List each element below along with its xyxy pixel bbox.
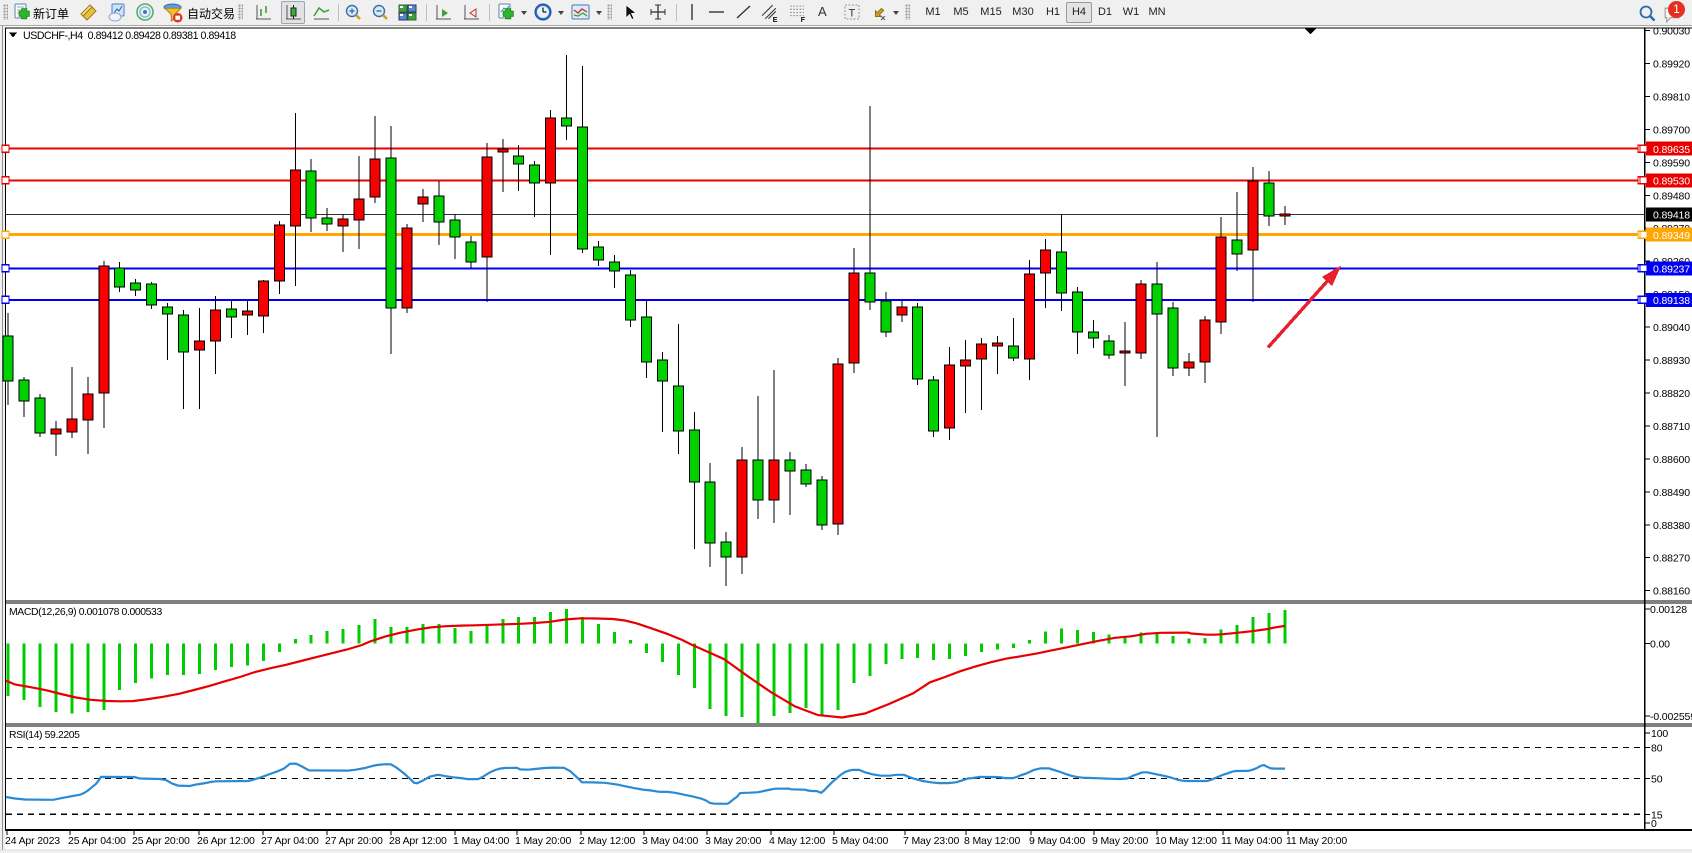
svg-text:RSI(14) 59.2205: RSI(14) 59.2205 <box>9 730 80 741</box>
svg-text:0.88270: 0.88270 <box>1653 553 1690 565</box>
svg-text:-0.002559: -0.002559 <box>1650 711 1692 723</box>
svg-text:9 May 04:00: 9 May 04:00 <box>1029 835 1085 847</box>
svg-text:15: 15 <box>1651 809 1663 821</box>
svg-text:USDCHF-,H4 0.89412 0.89428 0.: USDCHF-,H4 0.89412 0.89428 0.89381 0.894… <box>23 30 236 42</box>
svg-text:0.89418: 0.89418 <box>1653 210 1690 222</box>
svg-text:25 Apr 20:00: 25 Apr 20:00 <box>132 835 190 847</box>
svg-text:0.89920: 0.89920 <box>1653 59 1690 71</box>
svg-text:1 May 04:00: 1 May 04:00 <box>453 835 509 847</box>
svg-text:7 May 23:00: 7 May 23:00 <box>903 835 959 847</box>
svg-text:80: 80 <box>1651 742 1663 754</box>
svg-text:11 May 20:00: 11 May 20:00 <box>1286 835 1347 847</box>
svg-text:0.89700: 0.89700 <box>1653 124 1690 136</box>
svg-text:1 May 20:00: 1 May 20:00 <box>515 835 571 847</box>
svg-text:0.89530: 0.89530 <box>1653 176 1690 188</box>
svg-text:28 Apr 12:00: 28 Apr 12:00 <box>389 835 447 847</box>
svg-text:0.88380: 0.88380 <box>1653 520 1690 532</box>
svg-text:25 Apr 04:00: 25 Apr 04:00 <box>68 835 126 847</box>
svg-text:50: 50 <box>1651 773 1663 785</box>
svg-text:3 May 20:00: 3 May 20:00 <box>705 835 761 847</box>
svg-text:2 May 12:00: 2 May 12:00 <box>579 835 635 847</box>
svg-text:0.89635: 0.89635 <box>1653 144 1690 156</box>
svg-text:100: 100 <box>1651 728 1668 740</box>
svg-text:T: T <box>849 8 856 20</box>
svg-text:0.88490: 0.88490 <box>1653 487 1690 499</box>
svg-text:0.89810: 0.89810 <box>1653 91 1690 103</box>
svg-text:0.89590: 0.89590 <box>1653 157 1690 169</box>
svg-text:0.89237: 0.89237 <box>1653 264 1690 276</box>
svg-text:0.88160: 0.88160 <box>1653 586 1690 598</box>
svg-text:0.00: 0.00 <box>1650 639 1670 651</box>
svg-text:5 May 04:00: 5 May 04:00 <box>832 835 888 847</box>
svg-text:0.89040: 0.89040 <box>1653 322 1690 334</box>
svg-text:0.89480: 0.89480 <box>1653 190 1690 202</box>
svg-text:0.89138: 0.89138 <box>1653 295 1690 307</box>
svg-text:0.88930: 0.88930 <box>1653 355 1690 367</box>
svg-text:8 May 12:00: 8 May 12:00 <box>964 835 1020 847</box>
svg-text:11 May 04:00: 11 May 04:00 <box>1221 835 1282 847</box>
svg-text:E: E <box>773 15 778 23</box>
svg-text:0.88600: 0.88600 <box>1653 454 1690 466</box>
svg-text:0.88710: 0.88710 <box>1653 421 1690 433</box>
svg-text:0.00128: 0.00128 <box>1650 604 1687 616</box>
svg-text:0: 0 <box>1651 818 1657 830</box>
svg-text:4 May 12:00: 4 May 12:00 <box>769 835 825 847</box>
svg-text:0.88820: 0.88820 <box>1653 388 1690 400</box>
svg-text:3 May 04:00: 3 May 04:00 <box>642 835 698 847</box>
svg-text:24 Apr 2023: 24 Apr 2023 <box>5 835 60 847</box>
svg-text:27 Apr 20:00: 27 Apr 20:00 <box>325 835 383 847</box>
svg-text:MACD(12,26,9) 0.001078 0.00053: MACD(12,26,9) 0.001078 0.000533 <box>9 607 162 618</box>
svg-text:F: F <box>801 15 806 23</box>
svg-text:9 May 20:00: 9 May 20:00 <box>1092 835 1148 847</box>
svg-text:0.90030: 0.90030 <box>1653 26 1690 38</box>
svg-text:10 May 12:00: 10 May 12:00 <box>1155 835 1217 847</box>
svg-text:27 Apr 04:00: 27 Apr 04:00 <box>261 835 319 847</box>
svg-text:26 Apr 12:00: 26 Apr 12:00 <box>197 835 255 847</box>
svg-text:0.89349: 0.89349 <box>1653 230 1690 242</box>
